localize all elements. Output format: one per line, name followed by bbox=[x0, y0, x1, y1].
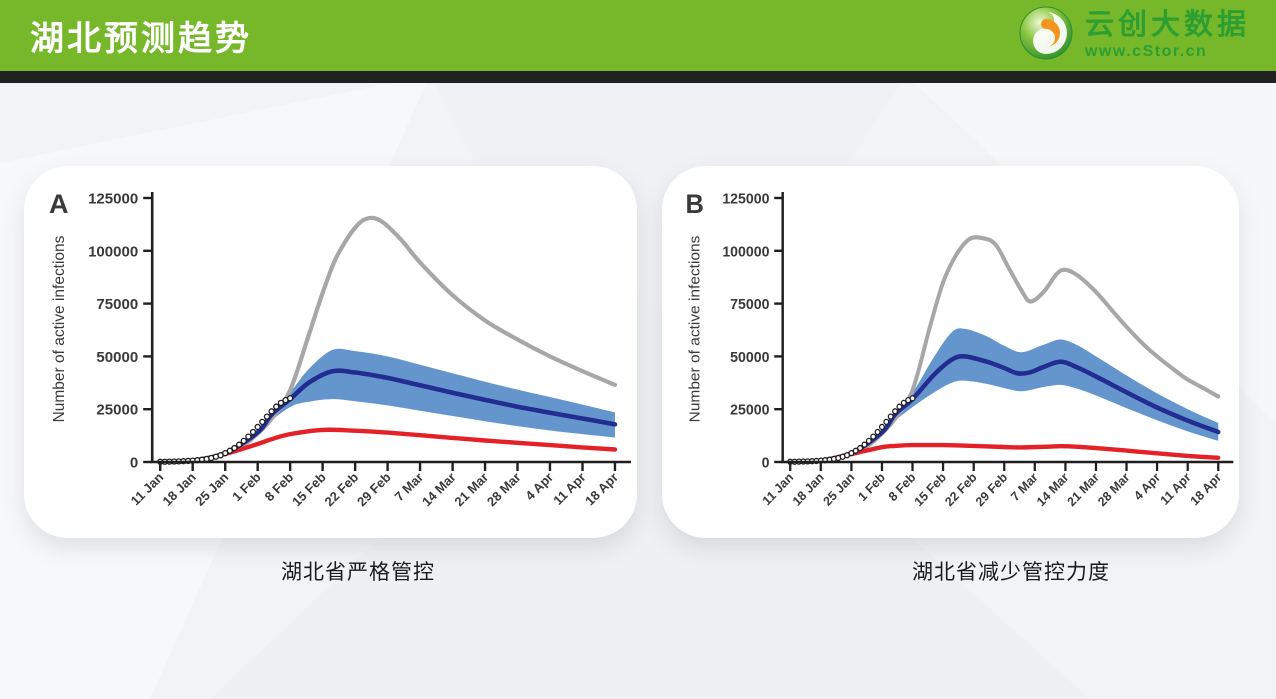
svg-text:100000: 100000 bbox=[88, 243, 138, 260]
logo-text: 云创大数据 www.cStor.cn bbox=[1084, 8, 1250, 61]
svg-text:29 Feb: 29 Feb bbox=[354, 469, 394, 509]
svg-text:14 Mar: 14 Mar bbox=[1034, 470, 1071, 509]
svg-text:1 Feb: 1 Feb bbox=[856, 470, 888, 504]
header: 湖北预测趋势 云创大数据 w bbox=[0, 0, 1276, 71]
header-accent-bar bbox=[0, 71, 1276, 83]
svg-text:Number of active infections: Number of active infections bbox=[687, 236, 703, 423]
svg-text:11 Jan: 11 Jan bbox=[128, 469, 167, 508]
svg-text:11 Jan: 11 Jan bbox=[760, 470, 796, 508]
chart-card-a: 0 25000 50000 75000 100000 125000 11 Jan 18 Jan… bbox=[24, 166, 637, 538]
svg-text:25000: 25000 bbox=[96, 402, 138, 419]
svg-text:29 Feb: 29 Feb bbox=[973, 470, 1010, 509]
svg-text:1 Feb: 1 Feb bbox=[229, 469, 264, 504]
svg-text:125000: 125000 bbox=[88, 191, 138, 208]
svg-text:18 Jan: 18 Jan bbox=[160, 469, 199, 508]
svg-text:A: A bbox=[49, 189, 69, 219]
svg-text:Number of active infections: Number of active infections bbox=[51, 235, 68, 422]
caption-a: 湖北省严格管控 bbox=[281, 561, 435, 584]
svg-text:28 Mar: 28 Mar bbox=[484, 470, 524, 510]
svg-text:25 Jan: 25 Jan bbox=[192, 469, 231, 508]
svg-text:50000: 50000 bbox=[96, 349, 138, 366]
svg-text:14 Mar: 14 Mar bbox=[419, 470, 459, 510]
svg-text:75000: 75000 bbox=[96, 296, 138, 313]
svg-text:11 Apr: 11 Apr bbox=[550, 470, 588, 508]
logo-company-name: 云创大数据 bbox=[1084, 8, 1250, 41]
svg-text:25000: 25000 bbox=[730, 402, 769, 418]
page-title: 湖北预测趋势 bbox=[30, 20, 252, 58]
svg-text:0: 0 bbox=[130, 455, 138, 472]
svg-text:125000: 125000 bbox=[722, 191, 769, 207]
svg-text:22 Feb: 22 Feb bbox=[322, 469, 362, 509]
svg-text:75000: 75000 bbox=[730, 297, 769, 313]
svg-text:25 Jan: 25 Jan bbox=[821, 470, 858, 509]
svg-text:18 Apr: 18 Apr bbox=[582, 470, 621, 509]
svg-text:50000: 50000 bbox=[730, 350, 769, 366]
svg-text:21 Mar: 21 Mar bbox=[1065, 470, 1102, 509]
svg-text:100000: 100000 bbox=[722, 244, 769, 260]
cstor-swirl-icon bbox=[1018, 5, 1074, 66]
svg-text:B: B bbox=[686, 188, 704, 219]
svg-text:28 Mar: 28 Mar bbox=[1095, 470, 1132, 509]
svg-text:18 Jan: 18 Jan bbox=[790, 470, 827, 509]
svg-text:15 Feb: 15 Feb bbox=[289, 469, 329, 509]
svg-text:18 Apr: 18 Apr bbox=[1188, 470, 1224, 508]
svg-text:21 Mar: 21 Mar bbox=[451, 470, 491, 510]
logo-url: www.cStor.cn bbox=[1084, 42, 1208, 60]
caption-b: 湖北省减少管控力度 bbox=[912, 561, 1110, 584]
svg-text:15 Feb: 15 Feb bbox=[912, 470, 949, 509]
svg-text:11 Apr: 11 Apr bbox=[1158, 470, 1194, 508]
svg-text:0: 0 bbox=[762, 455, 770, 471]
cstor-logo: 云创大数据 www.cStor.cn bbox=[1018, 5, 1250, 66]
chart-card-b: 0 25000 50000 75000 100000 125000 11 Jan 18 Jan… bbox=[662, 166, 1239, 538]
svg-text:22 Feb: 22 Feb bbox=[942, 470, 979, 509]
